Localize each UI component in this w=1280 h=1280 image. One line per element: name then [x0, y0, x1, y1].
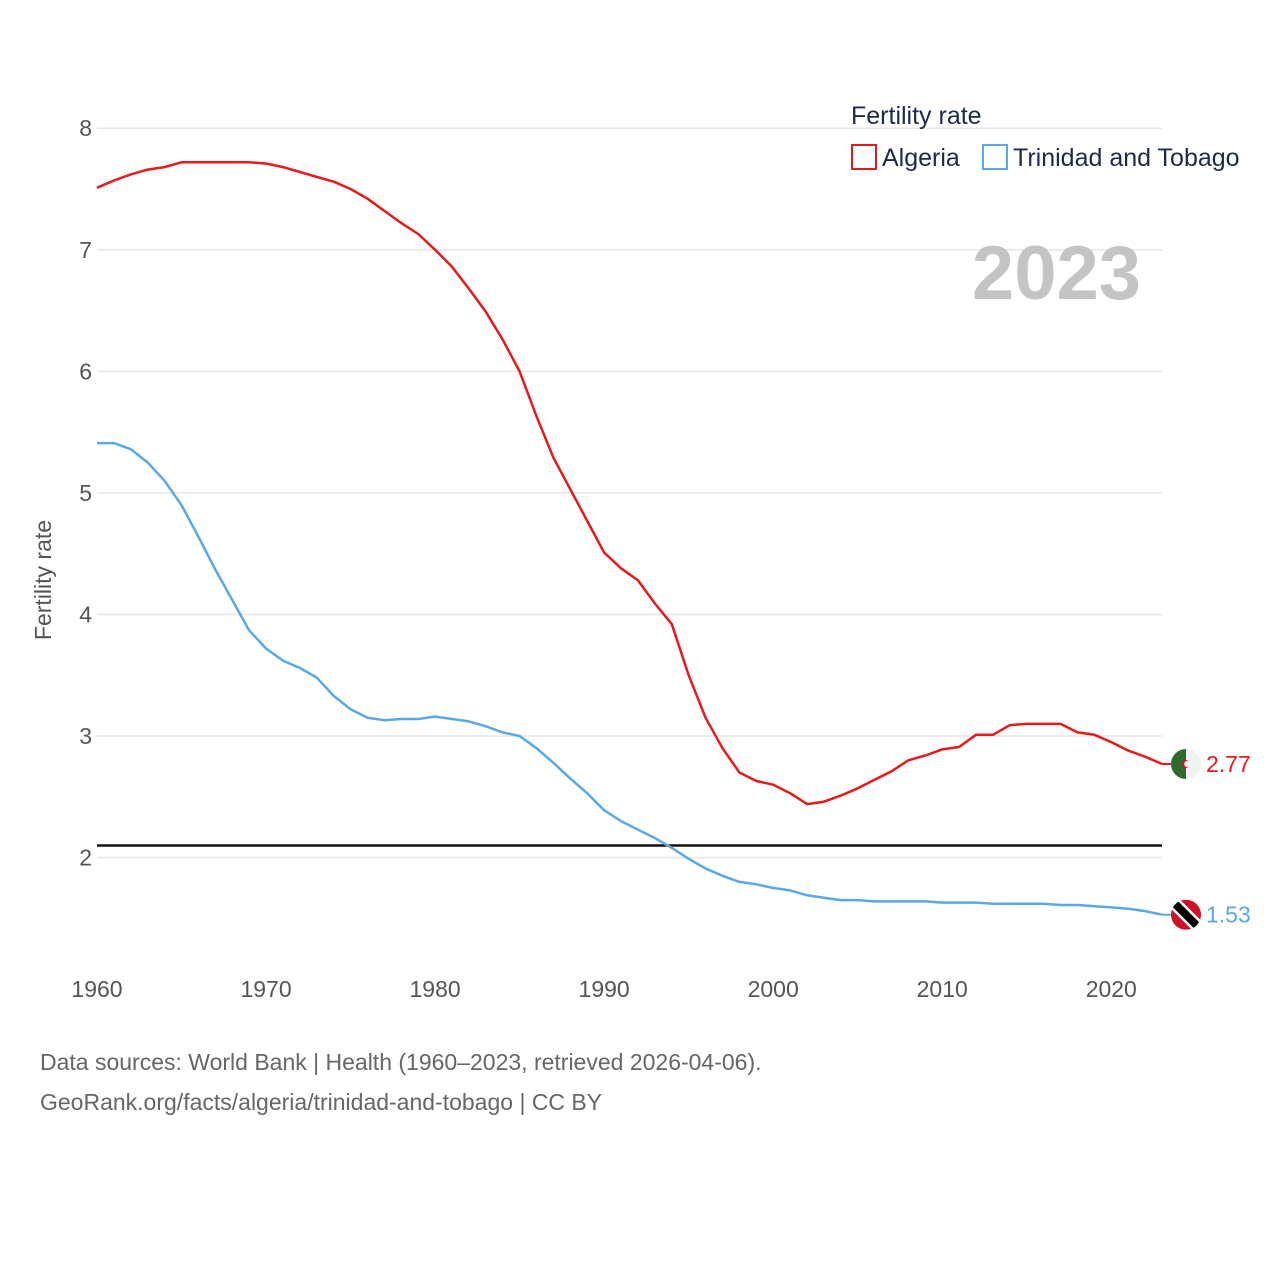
y-tick-label-8: 8: [79, 115, 92, 141]
end-value-label-trinidad-and-tobago: 1.53: [1206, 902, 1251, 928]
trinidad-flag-icon: [1171, 899, 1201, 930]
y-tick-label-4: 4: [79, 601, 92, 627]
legend-label-trinidad[interactable]: Trinidad and Tobago: [1013, 144, 1240, 172]
y-tick-label-3: 3: [79, 723, 92, 749]
legend: Fertility rate Algeria Trinidad and Toba…: [851, 102, 1240, 172]
data-sources-note: Data sources: World Bank | Health (1960–…: [40, 1049, 762, 1075]
series-line-trinidad-and-tobago[interactable]: [97, 441, 1163, 916]
y-tick-label-5: 5: [79, 480, 92, 506]
series-group: 2.77 1.53: [96, 161, 1251, 930]
gridlines: [97, 127, 1162, 859]
y-axis-label: Fertility rate: [30, 520, 56, 640]
end-value-label-algeria: 2.77: [1206, 751, 1251, 777]
y-tick-label-6: 6: [79, 358, 92, 384]
legend-title: Fertility rate: [851, 102, 982, 130]
legend-label-algeria[interactable]: Algeria: [882, 144, 960, 172]
legend-swatch-trinidad[interactable]: [982, 144, 1008, 170]
series-line-algeria[interactable]: [96, 161, 1163, 806]
year-watermark: 2023: [972, 231, 1141, 316]
y-axis-ticks: 2 3 4 5 6 7 8: [79, 115, 92, 870]
legend-swatch-algeria[interactable]: [851, 144, 877, 170]
x-tick-label-1980: 1980: [410, 976, 461, 1002]
x-tick-label-2000: 2000: [748, 976, 799, 1002]
x-axis-ticks: 1960 1970 1980 1990 2000 2010 2020: [71, 976, 1136, 1002]
x-tick-label-1960: 1960: [71, 976, 122, 1002]
x-tick-label-1970: 1970: [240, 976, 291, 1002]
x-tick-label-2020: 2020: [1086, 976, 1137, 1002]
x-tick-label-1990: 1990: [579, 976, 630, 1002]
y-tick-label-2: 2: [79, 845, 92, 871]
y-tick-label-7: 7: [79, 237, 92, 263]
algeria-flag-icon: [1171, 748, 1201, 779]
footer: Data sources: World Bank | Health (1960–…: [40, 1042, 762, 1122]
source-url: GeoRank.org/facts/algeria/trinidad-and-t…: [40, 1089, 603, 1115]
x-tick-label-2010: 2010: [917, 976, 968, 1002]
